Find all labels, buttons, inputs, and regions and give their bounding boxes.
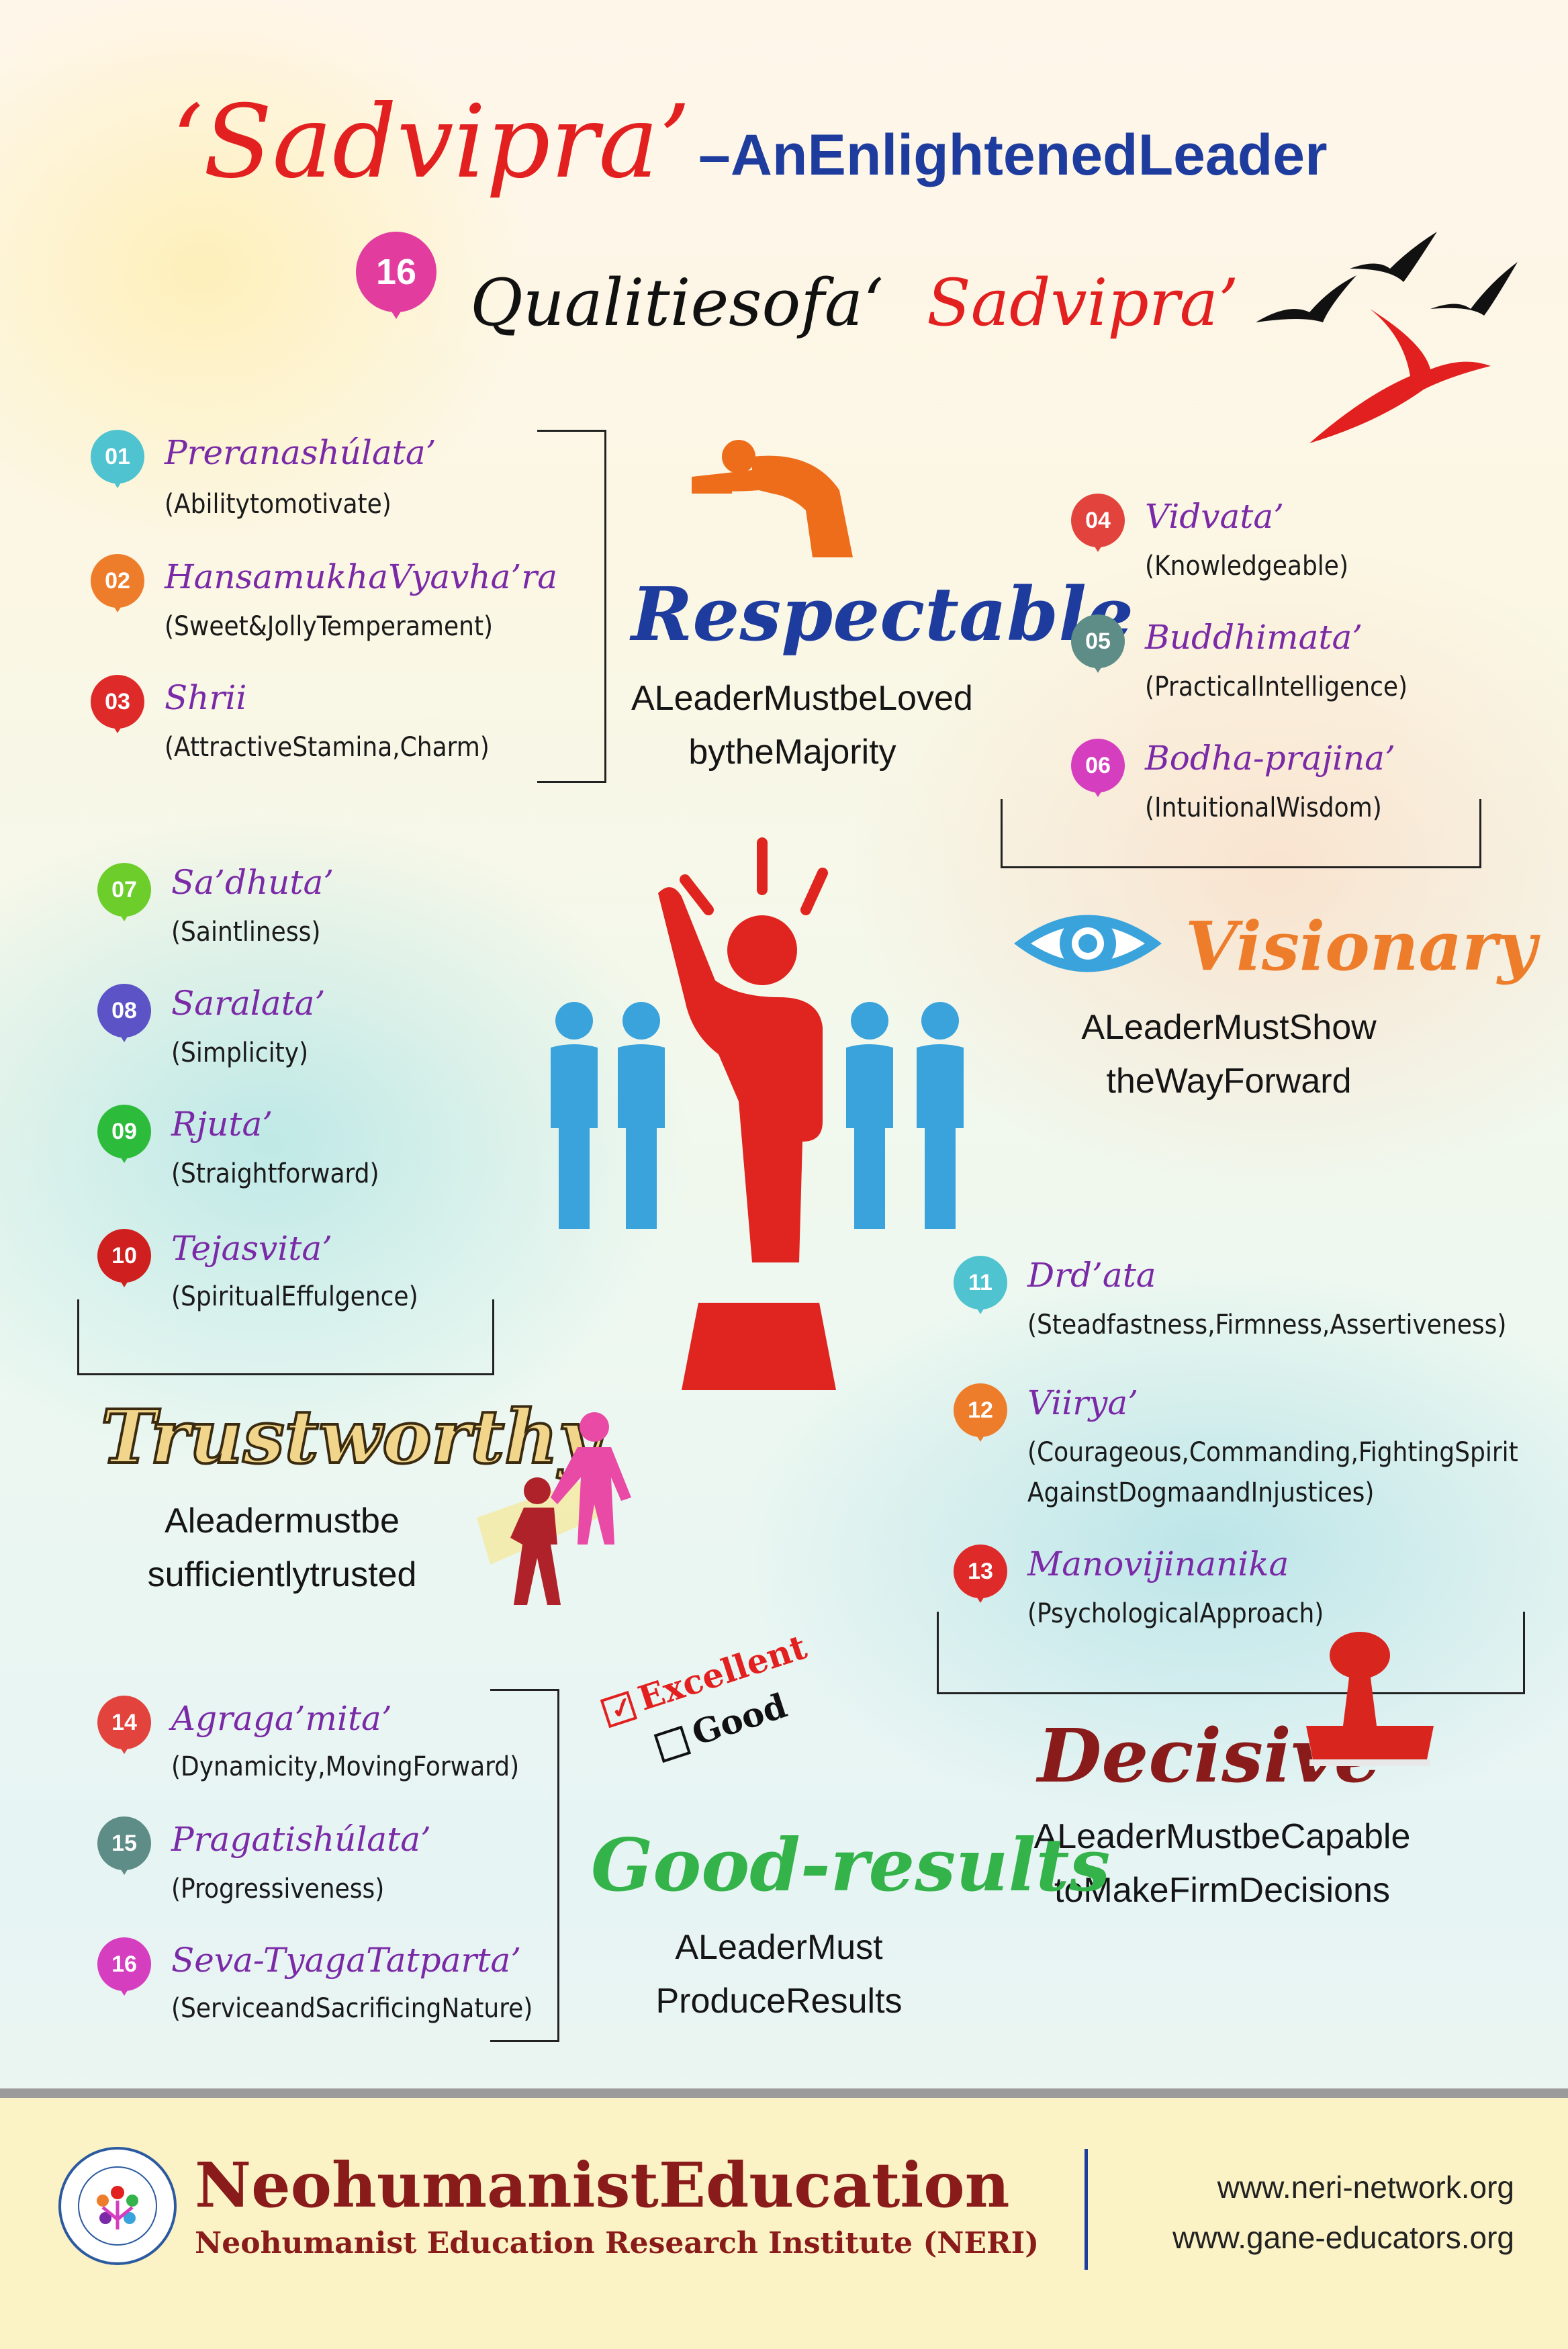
title-sadvipra: ‘Sadvipra’ [171,84,691,201]
neri-logo-icon [58,2147,177,2265]
quality-badge: 02 [91,554,144,612]
quality-badge: 01 [91,430,144,488]
quality-name: Bodha-prajina’ [1145,739,1395,778]
category-visionary-title: Visionary [1185,907,1537,986]
bracket-decisive [937,1612,1525,1694]
quality-desc: (SpiritualEffulgence) [171,1281,418,1312]
quality-name: Agraga’mita’ [171,1699,392,1738]
category-decisive-desc: ALeaderMustbeCapable toMakeFirmDecisions [1033,1817,1411,1910]
subtitle-qualities: Qualitiesofa‘ [470,265,884,340]
quality-badge: 07 [97,863,151,921]
bracket-respectable [537,430,606,783]
checked-box-icon: ✓ [600,1690,638,1729]
category-visionary-desc: ALeaderMustShow theWayForward [1081,1008,1377,1101]
quality-badge: 04 [1071,494,1125,552]
leader-with-team-icon [551,837,964,1390]
quality-desc: (Saintliness) [171,917,321,948]
quality-desc-line2: AgainstDogmaandInjustices) [1027,1477,1375,1508]
quality-badge: 11 [954,1256,1007,1314]
quality-name: Viirya’ [1027,1383,1139,1422]
quality-desc: (Abilitytomotivate) [165,489,391,520]
category-respectable-desc: ALeaderMustbeLoved bytheMajority [631,679,973,772]
quality-name: Vidvata’ [1145,497,1285,536]
quality-desc: (Courageous,Commanding,FightingSpirit [1027,1437,1518,1468]
birds-icon [1256,232,1518,443]
quality-desc: (ServiceandSacrificingNature) [171,1993,533,2024]
quality-desc: (PsychologicalApproach) [1027,1598,1324,1629]
quality-desc: (IntuitionalWisdom) [1145,792,1382,823]
quality-badge: 16 [97,1937,151,1996]
category-trustworthy-title: Trustworthy [99,1392,602,1481]
quality-name: Manovijinanika [1027,1545,1289,1583]
footer-institute: Neohumanist Education Research Institute… [195,2226,1040,2260]
quality-badge: 05 [1071,614,1125,673]
footer-org-name: NeohumanistEducation [195,2149,1010,2221]
quality-desc: (Knowledgeable) [1145,551,1348,582]
quality-name: HansamukhaVyavha’ra [165,557,558,596]
bowing-person-icon [692,440,853,557]
title-enlightened-leader: –AnEnlightenedLeader [698,123,1328,187]
eye-icon [1014,915,1162,972]
category-good-results-title: Good-results [591,1823,1111,1908]
badge-16: 16 [356,232,436,319]
checklist: ✓ Excellent Good [598,1627,827,1778]
quality-name: Rjuta’ [171,1105,273,1144]
footer [0,2088,1568,2349]
quality-badge: 08 [97,984,151,1042]
quality-badge: 12 [954,1383,1007,1442]
quality-desc: (Steadfastness,Firmness,Assertiveness) [1027,1309,1507,1340]
quality-badge: 10 [97,1229,151,1287]
helping-hand-icon [477,1412,631,1605]
category-trustworthy-desc: Aleadermustbe sufficientlytrusted [147,1502,417,1594]
quality-badge: 15 [97,1816,151,1875]
quality-name: Tejasvita’ [171,1229,333,1268]
subtitle-sadvipra: Sadvipra’ [927,265,1239,340]
quality-badge: 09 [97,1105,151,1163]
quality-name: Drd’ata [1027,1256,1156,1295]
quality-desc: (Dynamicity,MovingForward) [171,1751,520,1782]
footer-url-neri[interactable]: www.neri-network.org [1217,2170,1514,2205]
quality-name: Preranashúlata’ [165,433,436,472]
stamp-icon [1306,1632,1434,1766]
bracket-good-results [490,1689,559,2042]
quality-desc: (Progressiveness) [171,1874,385,1904]
quality-desc: (Straightforward) [171,1158,379,1189]
quality-badge: 13 [954,1545,1007,1603]
category-good-results-desc: ALeaderMust ProduceResults [655,1928,903,2021]
footer-url-gane[interactable]: www.gane-educators.org [1172,2220,1514,2255]
quality-badge: 06 [1071,739,1125,797]
bracket-trustworthy [77,1299,494,1375]
quality-name: Shrii [165,678,247,717]
quality-badge: 03 [91,675,144,733]
quality-desc: (Simplicity) [171,1038,309,1068]
quality-desc: (PracticalIntelligence) [1145,672,1408,702]
quality-badge: 14 [97,1696,151,1754]
quality-desc: (Sweet&JollyTemperament) [165,611,494,642]
badge-number: 16 [375,252,417,292]
quality-name: Seva-TyagaTatparta’ [171,1941,522,1980]
quality-name: Buddhimata’ [1145,618,1363,657]
category-respectable-title: Respectable [631,571,1134,657]
quality-desc: (AttractiveStamina,Charm) [165,732,490,763]
bracket-visionary [1001,799,1481,868]
quality-name: Pragatishúlata’ [171,1820,431,1859]
footer-divider [1085,2149,1088,2270]
quality-name: Sa’dhuta’ [171,863,334,902]
unchecked-box-icon [653,1725,692,1763]
quality-name: Saralata’ [171,984,326,1023]
